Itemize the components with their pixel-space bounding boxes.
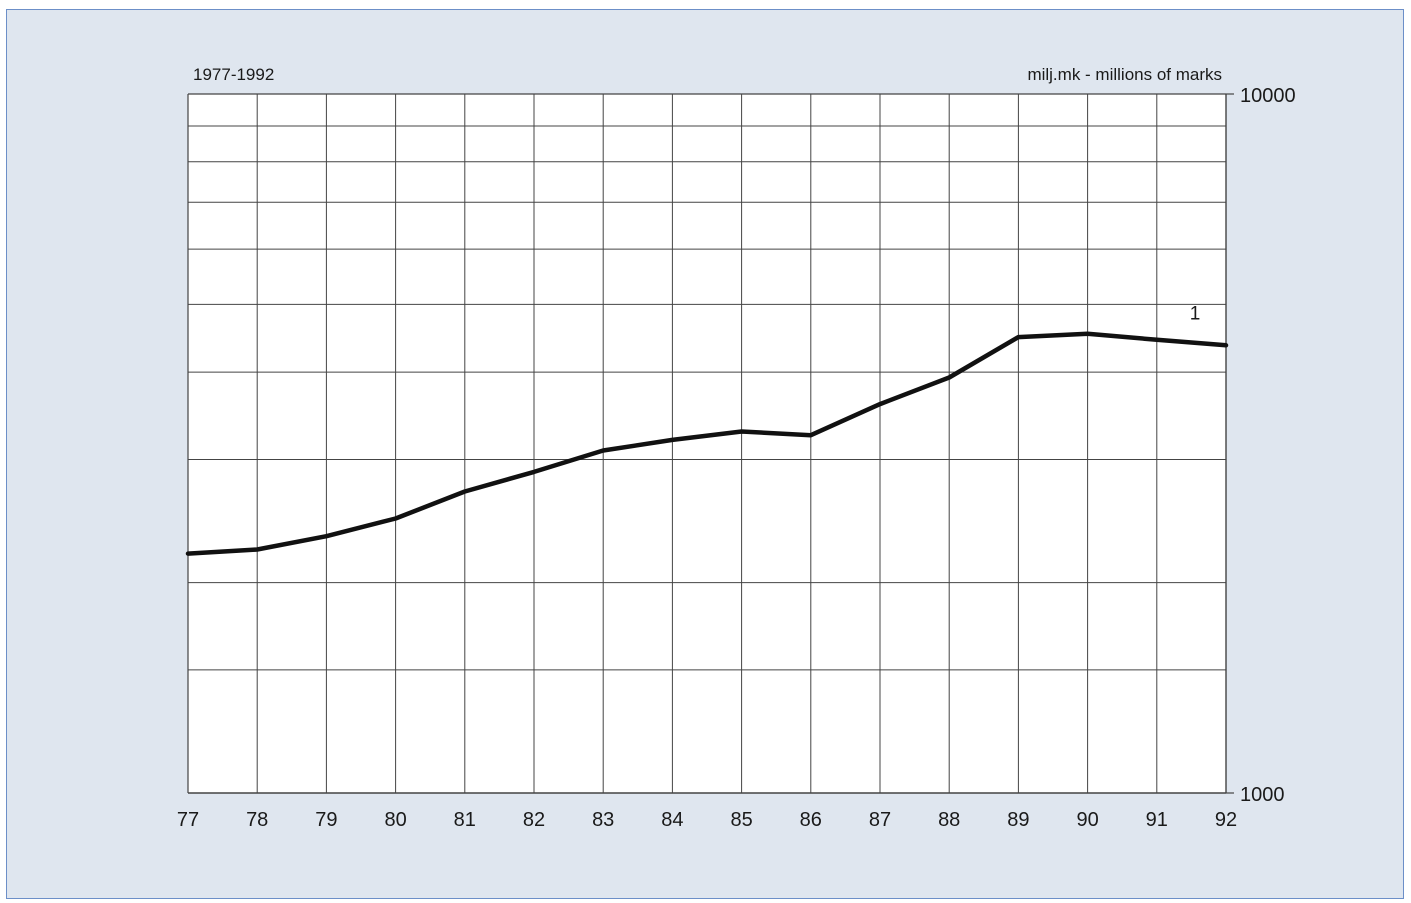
x-tick-label: 79	[315, 809, 337, 831]
x-tick-label: 78	[246, 809, 268, 831]
x-tick-label: 83	[592, 809, 614, 831]
x-tick-label: 86	[800, 809, 822, 831]
x-tick-label: 77	[177, 809, 199, 831]
period-label: 1977-1992	[193, 65, 274, 84]
plot-area	[188, 94, 1226, 793]
y-tick-label: 1000	[1240, 784, 1285, 806]
series-line	[185, 331, 1229, 556]
y-axis-unit-label: milj.mk - millions of marks	[1027, 65, 1222, 84]
x-tick-label: 92	[1215, 809, 1237, 831]
x-tick-label: 87	[869, 809, 891, 831]
x-tick-label: 91	[1146, 809, 1168, 831]
series-label: 1	[1190, 303, 1201, 324]
x-tick-label: 80	[384, 809, 406, 831]
x-tick-label: 89	[1007, 809, 1029, 831]
x-tick-label: 88	[938, 809, 960, 831]
x-tick-label: 85	[730, 809, 752, 831]
grid	[187, 93, 1234, 794]
x-tick-labels: 77 78 79 80 81 82 83 84 85 86 87 88 89 90 91 92	[177, 809, 1237, 831]
x-tick-label: 82	[523, 809, 545, 831]
x-tick-label: 90	[1076, 809, 1098, 831]
x-tick-label: 84	[661, 809, 683, 831]
y-tick-label: 10000	[1240, 85, 1296, 107]
series-layer: 1	[185, 303, 1229, 556]
y-tick-labels: 1000 10000	[1240, 85, 1296, 806]
x-tick-label: 81	[454, 809, 476, 831]
labels: 1977-1992 milj.mk - millions of marks	[193, 65, 1222, 84]
